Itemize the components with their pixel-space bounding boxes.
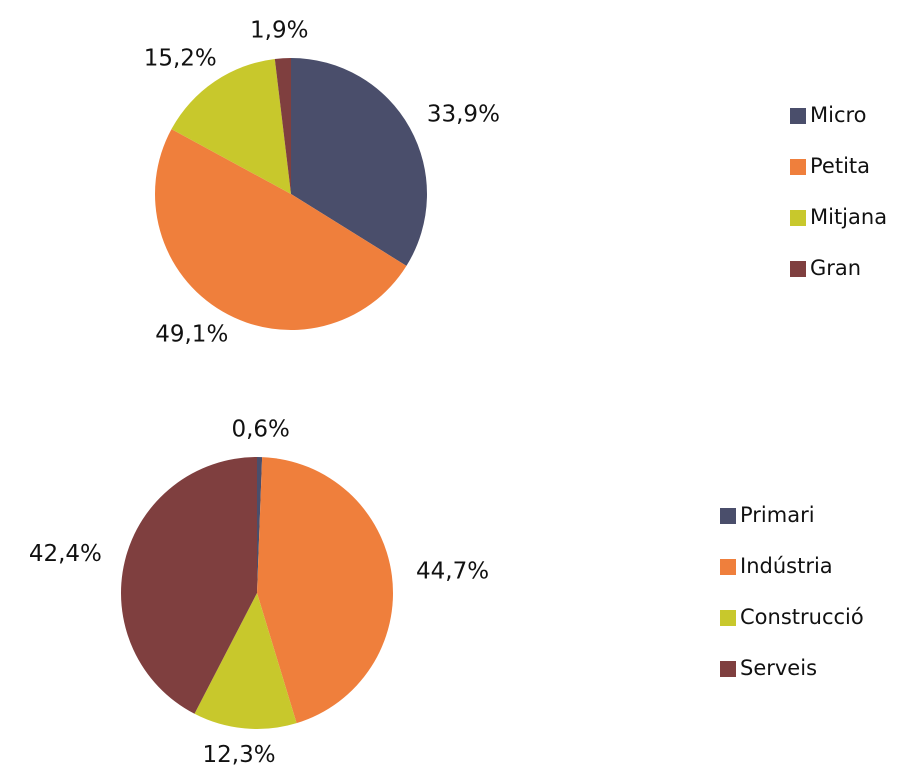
data-label: 0,6% bbox=[231, 416, 289, 442]
legend-label: Petita bbox=[810, 154, 870, 178]
legend-label: Gran bbox=[810, 256, 861, 280]
data-label: 49,1% bbox=[155, 322, 228, 348]
pie-slice bbox=[274, 58, 291, 194]
legend-label: Indústria bbox=[740, 554, 833, 578]
legend-label: Serveis bbox=[740, 656, 817, 680]
legend-label: Primari bbox=[740, 503, 815, 527]
legend-swatch bbox=[790, 108, 806, 124]
pie-slice bbox=[257, 457, 263, 593]
legend-label: Micro bbox=[810, 103, 867, 127]
data-label: 12,3% bbox=[203, 742, 276, 767]
pie-slice bbox=[194, 593, 297, 729]
legend-label: Construcció bbox=[740, 605, 864, 629]
legend-swatch bbox=[720, 610, 736, 626]
data-label: 15,2% bbox=[144, 45, 217, 71]
pie-slice bbox=[155, 129, 407, 330]
legend-swatch bbox=[720, 661, 736, 677]
data-label: 1,9% bbox=[250, 18, 308, 44]
legend-swatch bbox=[720, 508, 736, 524]
data-label: 42,4% bbox=[29, 541, 102, 567]
data-label: 33,9% bbox=[427, 101, 500, 127]
data-label: 44,7% bbox=[416, 559, 489, 585]
legend-label: Mitjana bbox=[810, 205, 887, 229]
legend-swatch bbox=[790, 210, 806, 226]
pie-slice bbox=[171, 58, 291, 194]
pie-slice bbox=[257, 457, 394, 724]
legend-swatch bbox=[720, 559, 736, 575]
legend-swatch bbox=[790, 261, 806, 277]
pie-slice bbox=[120, 457, 257, 714]
legend-swatch bbox=[790, 159, 806, 175]
pie-slice bbox=[291, 58, 427, 266]
